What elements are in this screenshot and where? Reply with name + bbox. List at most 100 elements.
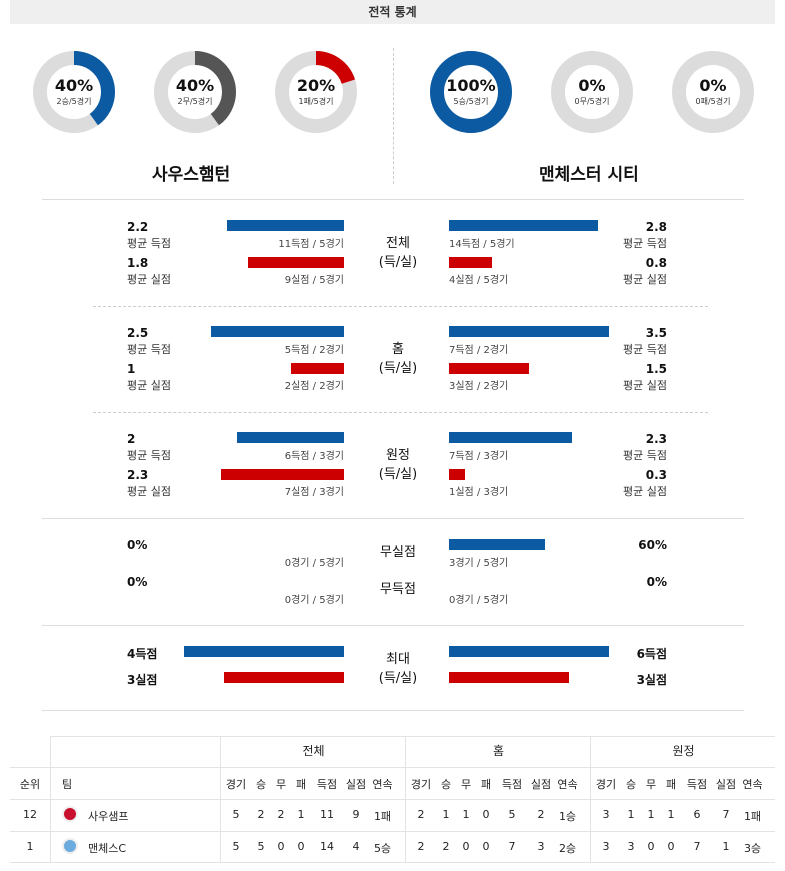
donut-caption: 2무/5경기 [177, 97, 213, 106]
column-header: 연속 [742, 778, 763, 791]
home-max-against-bar [224, 672, 344, 683]
home-donut-1: 40% 2승/5경기 [32, 50, 116, 134]
table-divider [10, 767, 775, 768]
divider [42, 625, 744, 626]
column-header: 득점 [316, 778, 338, 791]
away-avg-against: 0.8 [645, 256, 667, 270]
home-for-bar [227, 220, 344, 231]
column-header: 경기 [595, 778, 617, 791]
avg-against-label: 평균 실점 [127, 273, 171, 286]
stat-cell: 11 [320, 808, 334, 821]
away-max-against-bar [449, 672, 569, 683]
stat-cell: 1 [627, 808, 635, 821]
column-header: 경기 [410, 778, 432, 791]
stat-cell: 2 [257, 808, 265, 821]
stat-cell: 7 [693, 840, 701, 853]
home-against-bar [291, 363, 344, 374]
divider [93, 412, 708, 413]
home-max-for-bar [184, 646, 344, 657]
stat-cell: 2 [537, 808, 545, 821]
column-header: 실점 [715, 778, 737, 791]
avg-against-label: 평균 실점 [127, 379, 171, 392]
stat-cell: 5 [232, 840, 240, 853]
away-clean-sheet-pct: 60% [638, 538, 667, 552]
home-against-caption: 2실점 / 2경기 [284, 381, 344, 392]
home-avg-against: 2.3 [127, 468, 149, 482]
away-for-bar [449, 432, 572, 443]
home-against-bar [221, 469, 344, 480]
away-avg-against: 0.3 [645, 468, 667, 482]
column-header: 경기 [225, 778, 247, 791]
stat-cell: 2 [417, 808, 425, 821]
rank-header: 순위 [19, 778, 41, 791]
stat-cell: 1 [647, 808, 655, 821]
table-divider [10, 862, 775, 863]
away-max-for: 6득점 [636, 647, 667, 661]
away-avg-against: 1.5 [645, 362, 667, 376]
away-avg-for: 3.5 [645, 326, 667, 340]
rank-cell: 1 [26, 840, 34, 853]
table-divider [50, 736, 775, 737]
divider [42, 199, 744, 200]
home-for-bar [211, 326, 344, 337]
away-against-caption: 4실점 / 5경기 [449, 275, 509, 286]
away-failed-score-pct: 0% [646, 575, 667, 589]
away-against-bar [449, 363, 529, 374]
stat-cell: 1패 [373, 810, 392, 823]
divider [93, 306, 708, 307]
team-name-cell: 사우샘프 [88, 810, 129, 823]
column-header: 연속 [372, 778, 393, 791]
away-donut-1: 100% 5승/5경기 [429, 50, 513, 134]
stat-cell: 6 [693, 808, 701, 821]
stat-cell: 1패 [743, 810, 762, 823]
avg-for-label: 평균 득점 [127, 343, 171, 356]
home-avg-against: 1.8 [127, 256, 149, 270]
donut-percent: 100% [446, 76, 496, 95]
column-header: 무 [460, 778, 472, 791]
group-header: 홈 [492, 744, 505, 758]
donut-percent: 0% [699, 76, 727, 95]
stat-cell: 7 [722, 808, 730, 821]
avg-for-label: 평균 득점 [623, 237, 667, 250]
home-avg-for: 2.5 [127, 326, 149, 340]
column-header: 승 [440, 778, 452, 791]
home-failed-score-caption: 0경기 / 5경기 [284, 595, 344, 606]
home-max-against: 3실점 [127, 673, 158, 687]
section-title: 홈 (득/실) [378, 342, 418, 376]
avg-for-label: 평균 득점 [127, 449, 171, 462]
home-donut-3: 20% 1패/5경기 [274, 50, 358, 134]
home-donut-2: 40% 2무/5경기 [153, 50, 237, 134]
column-header: 득점 [501, 778, 523, 791]
donut-percent: 0% [578, 76, 606, 95]
stat-cell: 3 [537, 840, 545, 853]
table-divider [10, 831, 775, 832]
stat-cell: 9 [352, 808, 360, 821]
stat-cell: 3 [602, 840, 610, 853]
away-against-bar [449, 469, 465, 480]
avg-for-label: 평균 득점 [623, 343, 667, 356]
stat-cell: 5승 [373, 842, 392, 855]
away-for-caption: 7득점 / 3경기 [449, 451, 509, 462]
stat-cell: 2승 [558, 842, 577, 855]
stat-cell: 14 [320, 840, 334, 853]
home-clean-sheet-pct: 0% [127, 538, 148, 552]
table-divider [10, 799, 775, 800]
donut-percent: 40% [54, 76, 94, 95]
stat-cell: 7 [508, 840, 516, 853]
home-against-caption: 9실점 / 5경기 [284, 275, 344, 286]
avg-for-label: 평균 득점 [623, 449, 667, 462]
away-failed-score-caption: 0경기 / 5경기 [449, 595, 509, 606]
avg-against-label: 평균 실점 [623, 273, 667, 286]
home-against-bar [248, 257, 344, 268]
rank-cell: 12 [23, 808, 37, 821]
away-max-against: 3실점 [636, 673, 667, 687]
donut-percent: 20% [296, 76, 336, 95]
divider [42, 710, 744, 711]
home-for-caption: 6득점 / 3경기 [284, 451, 344, 462]
divider [42, 518, 744, 519]
donut-caption: 2승/5경기 [56, 97, 92, 106]
stat-cell: 5 [508, 808, 516, 821]
away-team-name: 맨체스터 시티 [539, 165, 639, 185]
home-failed-score-pct: 0% [127, 575, 148, 589]
stat-cell: 3 [602, 808, 610, 821]
